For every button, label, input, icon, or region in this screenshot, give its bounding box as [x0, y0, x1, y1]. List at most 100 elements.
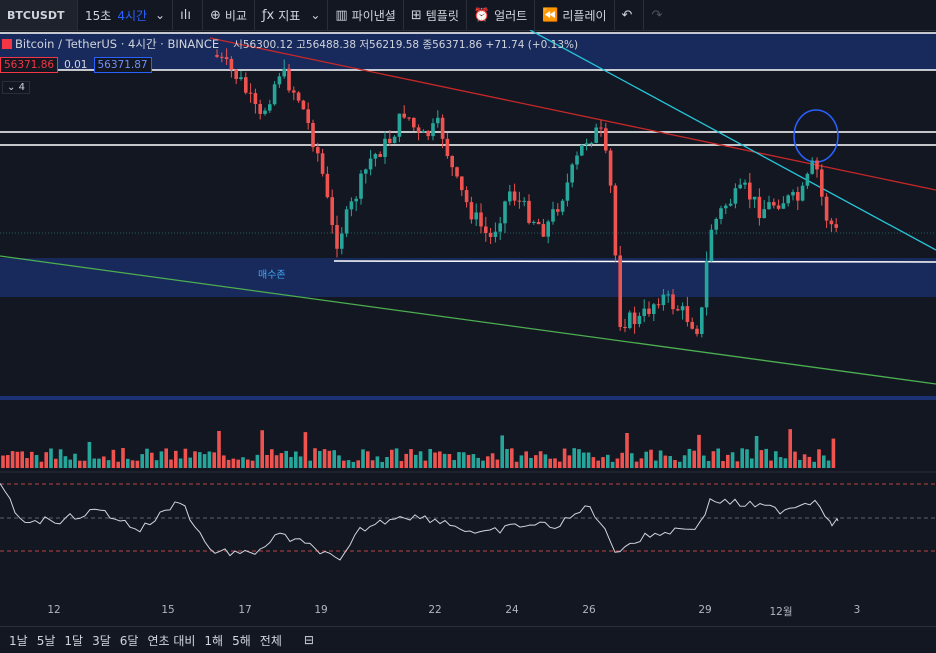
volume-bar [20, 451, 24, 468]
candle-body [359, 173, 363, 199]
candle-body [402, 113, 406, 118]
green-trendline[interactable] [0, 255, 936, 385]
volume-bar [625, 432, 629, 468]
templates-button[interactable]: ⊞ 템플릿 [404, 0, 467, 30]
volume-bar [673, 460, 677, 468]
candle-body [460, 176, 464, 191]
candle-body [661, 294, 666, 306]
range-all[interactable]: 전체 [259, 633, 282, 648]
volume-bar [735, 461, 740, 468]
candle-body [608, 150, 613, 186]
candle-body [599, 127, 603, 129]
volume-bar [255, 454, 260, 468]
candle-body [383, 138, 387, 157]
range-6m[interactable]: 6달 [119, 633, 139, 648]
alerts-button[interactable]: ⏰ 얼러트 [467, 0, 536, 30]
candle-body [719, 208, 723, 219]
candle-body [469, 202, 474, 220]
sell-price-button[interactable]: 56371.86 [0, 57, 59, 73]
time-label: 17 [238, 604, 252, 616]
undo-button[interactable]: ↶ [615, 0, 645, 30]
candle-body [810, 160, 814, 174]
volume-bar [82, 460, 87, 468]
volume-bar [682, 455, 687, 468]
volume-bar [294, 451, 298, 468]
volume-bar [447, 454, 452, 468]
volume-bar [231, 458, 236, 468]
volume-bar [476, 457, 480, 468]
volume-bar [414, 454, 418, 468]
range-3m[interactable]: 3달 [92, 633, 111, 648]
volume-bar [284, 450, 288, 468]
buy-price-button[interactable]: 56371.87 [93, 57, 152, 73]
range-1y[interactable]: 1해 [204, 633, 224, 648]
chevron-down-icon: ⌄ [7, 82, 19, 93]
candle-body [330, 197, 334, 225]
interval-4h[interactable]: 4시간 [117, 8, 148, 23]
chart-canvas[interactable] [0, 30, 936, 604]
volume-bar [207, 451, 212, 468]
candle-body [584, 143, 589, 145]
interval-selector[interactable]: 15초 4시간 ⌄ [78, 0, 174, 30]
red-trendline[interactable] [209, 37, 936, 191]
range-5y[interactable]: 5해 [232, 633, 251, 648]
volume-bar [572, 448, 576, 468]
interval-15s[interactable]: 15초 [85, 8, 112, 23]
volume-bar [798, 459, 802, 468]
volume-bar [10, 451, 15, 468]
chevron-down-icon[interactable]: ⌄ [155, 8, 166, 22]
candle-body [575, 155, 579, 165]
highlight-circle[interactable] [793, 109, 839, 163]
volume-bar [663, 455, 668, 468]
candle-body [724, 205, 728, 209]
alarm-icon: ⏰ [473, 7, 491, 23]
candle-body [484, 226, 488, 233]
support-line[interactable] [333, 260, 936, 263]
volume-bar [750, 458, 754, 468]
volume-bar [639, 458, 644, 468]
indicators-button[interactable]: ƒx 지표 ⌄ [255, 0, 329, 30]
candle-body [301, 100, 306, 110]
candle-body [349, 201, 354, 210]
candle-body [436, 117, 440, 124]
volume-bar [730, 452, 735, 468]
financials-button[interactable]: ▥ 파이낸셜 [328, 0, 404, 30]
range-ytd[interactable]: 연초 대비 [147, 633, 196, 648]
time-label: 12 [47, 604, 61, 616]
range-1m[interactable]: 1달 [64, 633, 84, 648]
candle-body [407, 117, 411, 119]
range-5d[interactable]: 5날 [36, 633, 56, 648]
candle-body [618, 255, 622, 327]
candle-body [517, 200, 522, 202]
volume-bar [433, 452, 437, 468]
symbol-search[interactable]: BTCUSDT [0, 0, 78, 30]
volume-bar [399, 461, 404, 468]
redo-button[interactable]: ↷ [644, 0, 673, 30]
candle-body [532, 221, 536, 223]
volume-bar [164, 448, 168, 468]
replay-button[interactable]: ⏪ 리플레이 [535, 0, 615, 30]
volume-bar [159, 451, 164, 468]
volume-bar [745, 449, 749, 468]
volume-bar [404, 453, 408, 468]
volume-bar [298, 456, 303, 468]
candle-body [776, 205, 781, 209]
date-range-icon[interactable]: ⊟ [303, 633, 314, 647]
chart-type-button[interactable]: ılı [173, 0, 203, 30]
compare-button[interactable]: ⊕ 비교 [203, 0, 255, 30]
volume-bar [630, 453, 634, 468]
indicators-collapse-button[interactable]: ⌄ 4 [2, 81, 30, 94]
cyan-trendline[interactable] [529, 30, 936, 251]
volume-bar [582, 452, 586, 468]
volume-bar [644, 451, 648, 468]
range-1d[interactable]: 1날 [9, 633, 28, 648]
candle-body [671, 294, 675, 310]
candle-body [320, 153, 325, 174]
legend-title[interactable]: Bitcoin / TetherUS · 4시간 · BINANCE [15, 37, 220, 51]
candle-body [642, 308, 646, 316]
candle-body [412, 117, 416, 128]
volume-bar [126, 458, 130, 468]
volume-bar [514, 461, 519, 468]
template-icon: ⊞ [410, 7, 422, 23]
volume-bar [356, 460, 360, 468]
